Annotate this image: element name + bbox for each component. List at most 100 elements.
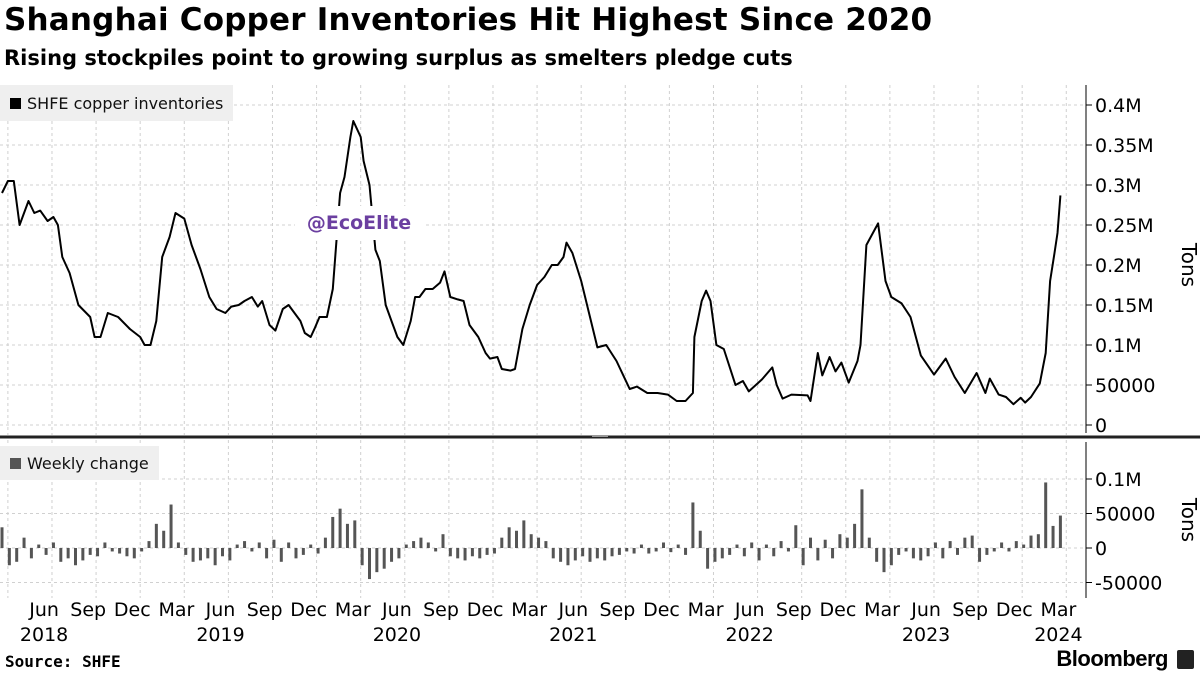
weekly-change-bar xyxy=(911,548,915,559)
x-tick-label: Sep xyxy=(952,599,988,621)
weekly-change-bar xyxy=(551,548,555,559)
x-tick-label: Jun xyxy=(28,599,59,621)
weekly-change-bar xyxy=(757,548,761,561)
weekly-change-bar xyxy=(478,548,482,559)
x-tick-label: Mar xyxy=(1040,599,1076,621)
legend-swatch-icon xyxy=(10,457,21,469)
weekly-change-bar xyxy=(639,544,643,548)
weekly-change-bar xyxy=(882,548,886,573)
weekly-change-bar xyxy=(595,548,599,559)
y-tick-label: 0 xyxy=(1095,538,1107,560)
x-tick-label: Mar xyxy=(688,599,724,621)
x-year-label: 2023 xyxy=(902,624,950,646)
weekly-change-bar xyxy=(390,548,394,562)
legend-label: SHFE copper inventories xyxy=(27,93,224,113)
weekly-change-bar xyxy=(323,537,327,548)
weekly-change-bar xyxy=(919,548,923,561)
x-tick-label: Mar xyxy=(335,599,371,621)
weekly-change-bar xyxy=(978,548,982,562)
weekly-change-bar xyxy=(265,548,269,559)
weekly-change-bar xyxy=(904,548,908,552)
weekly-change-bar xyxy=(853,523,857,548)
weekly-change-bar xyxy=(228,548,232,561)
weekly-change-bar xyxy=(22,537,26,548)
x-tick-label: Dec xyxy=(820,599,857,621)
x-tick-label: Dec xyxy=(114,599,151,621)
legend-inventories: SHFE copper inventories xyxy=(0,85,234,121)
weekly-change-bar xyxy=(294,548,298,559)
weekly-change-bar xyxy=(610,548,614,557)
weekly-change-bar xyxy=(81,548,85,561)
weekly-change-bar xyxy=(15,548,19,562)
x-year-label: 2022 xyxy=(726,624,774,646)
y-tick-label: -50000 xyxy=(1095,573,1162,595)
x-tick-label: Sep xyxy=(423,599,459,621)
source-note: Source: SHFE xyxy=(5,652,121,671)
x-tick-label: Jun xyxy=(557,599,588,621)
x-tick-label: Sep xyxy=(776,599,812,621)
weekly-change-bar xyxy=(617,548,621,555)
weekly-change-bar xyxy=(353,520,357,548)
x-year-label: 2021 xyxy=(549,624,597,646)
weekly-change-bar xyxy=(573,548,577,561)
panel-resize-handle[interactable] xyxy=(592,435,608,437)
weekly-change-bar xyxy=(279,548,283,562)
top-ylabel: Tons xyxy=(1177,242,1200,287)
weekly-change-bar xyxy=(169,504,173,548)
weekly-change-bar xyxy=(720,548,724,559)
weekly-change-bar xyxy=(507,527,511,548)
weekly-change-bar xyxy=(456,548,460,559)
weekly-change-bar xyxy=(221,548,224,557)
weekly-change-bar xyxy=(176,542,180,548)
weekly-change-bar xyxy=(676,544,680,548)
x-tick-label: Dec xyxy=(643,599,680,621)
weekly-change-bar xyxy=(933,542,937,548)
x-tick-label: Dec xyxy=(290,599,327,621)
x-tick-label: Mar xyxy=(511,599,547,621)
weekly-change-bar xyxy=(59,548,63,562)
weekly-change-bar xyxy=(1051,525,1055,548)
weekly-change-bar xyxy=(581,548,585,557)
weekly-change-bar xyxy=(382,548,386,569)
weekly-change-bar xyxy=(103,542,107,548)
weekly-change-bar xyxy=(515,530,518,548)
x-tick-label: Sep xyxy=(247,599,283,621)
weekly-change-bar xyxy=(566,548,570,566)
weekly-change-bar xyxy=(809,537,812,548)
weekly-change-bar xyxy=(956,548,959,555)
weekly-change-bar xyxy=(125,548,129,557)
weekly-change-bar xyxy=(198,548,202,561)
weekly-change-bar xyxy=(191,548,195,562)
legend-label: Weekly change xyxy=(27,453,149,473)
y-tick-label: 50000 xyxy=(1095,504,1155,526)
y-tick-label: 0.15M xyxy=(1095,295,1154,317)
x-tick-label: Mar xyxy=(864,599,900,621)
weekly-change-bar xyxy=(272,539,276,548)
weekly-change-bar xyxy=(706,548,710,569)
y-tick-label: 0.3M xyxy=(1095,175,1142,197)
weekly-change-bar xyxy=(448,548,452,557)
weekly-change-bar xyxy=(992,548,996,552)
x-tick-label: Jun xyxy=(734,599,765,621)
chart-title: Shanghai Copper Inventories Hit Highest … xyxy=(4,2,933,38)
x-tick-label: Jun xyxy=(910,599,941,621)
weekly-change-bar xyxy=(257,542,261,548)
weekly-change-bar xyxy=(51,542,55,548)
weekly-change-bar xyxy=(0,527,4,548)
y-tick-label: 0.4M xyxy=(1095,95,1142,117)
weekly-change-bar xyxy=(529,534,533,548)
weekly-change-bar xyxy=(750,542,754,548)
weekly-change-bar xyxy=(132,548,136,559)
x-year-label: 2020 xyxy=(373,624,421,646)
weekly-change-bar xyxy=(154,523,158,548)
weekly-change-bar xyxy=(243,541,247,548)
weekly-change-bar xyxy=(88,548,92,555)
weekly-change-bar xyxy=(235,544,239,548)
weekly-change-bar xyxy=(1007,548,1011,552)
weekly-change-bar xyxy=(963,537,967,548)
y-tick-label: 50000 xyxy=(1095,375,1155,397)
x-year-label: 2019 xyxy=(196,624,244,646)
weekly-change-bar xyxy=(875,548,879,562)
weekly-change-bar xyxy=(691,502,695,548)
